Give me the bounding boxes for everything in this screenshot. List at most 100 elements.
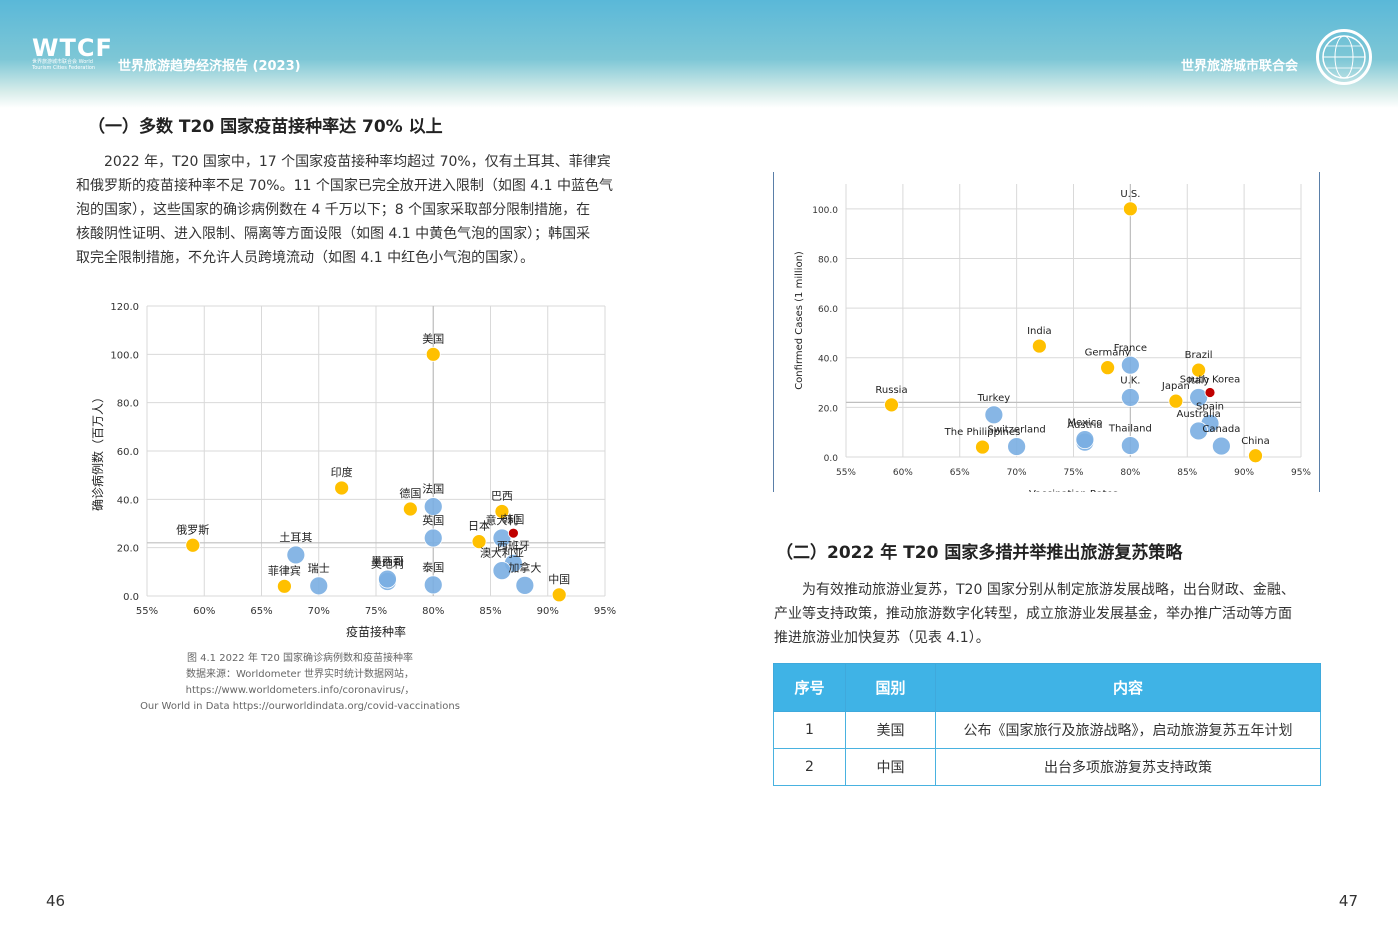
paragraph-line: 取完全限制措施，不允许人员跨境流动（如图 4.1 中红色小气泡的国家）。: [76, 250, 535, 266]
data-point: [309, 576, 329, 596]
data-point: [1204, 387, 1216, 398]
section-heading-recovery: （二）2022 年 T20 国家多措并举推出旅游复苏策略: [776, 543, 1183, 563]
caption-url-1: https://www.worldometers.info/coronaviru…: [185, 685, 415, 696]
data-point: [1007, 437, 1027, 456]
paragraph-line: 产业等支持政策，推动旅游数字化转型，成立旅游业发展基金，举办推广活动等方面: [774, 606, 1292, 622]
caption-url-2: Our World in Data https://ourworldindata…: [140, 701, 460, 712]
data-point-label: The Philippines: [944, 427, 1021, 438]
data-point-label: Australia: [1177, 409, 1221, 420]
y-tick-label: 20.0: [818, 404, 838, 414]
data-point-label: Japan: [1161, 381, 1190, 392]
y-tick-label: 80.0: [818, 255, 838, 265]
page-number-left: 46: [46, 892, 66, 910]
data-point-label: 澳大利亚: [480, 546, 524, 560]
globe-icon: [1316, 29, 1372, 85]
cell-country: 美国: [845, 711, 936, 749]
cell-content: 公布《国家旅行及旅游战略》，启动旅游复苏五年计划: [935, 711, 1321, 749]
data-point-label: 意大利: [485, 513, 518, 527]
data-point-label: Turkey: [977, 393, 1011, 404]
data-point-label: Austria: [1067, 420, 1102, 431]
y-tick-label: 60.0: [818, 305, 838, 315]
data-point-label: France: [1114, 343, 1147, 354]
data-point-label: 中国: [548, 573, 570, 586]
x-tick-label: 70%: [308, 606, 330, 617]
col-header-content: 内容: [935, 663, 1321, 712]
page-header: WTCF 世界旅游城市联合会 World Tourism Cities Fede…: [0, 0, 1398, 108]
vaccination-cases-chart-en: 55% 60% 65% 70% 75% 80% 85% 90% 95% 0.0 20.0 40.0 60…: [794, 184, 1311, 492]
data-point: [1120, 388, 1140, 407]
x-axis-label: Vaccination Rates: [1029, 489, 1118, 492]
data-point: [402, 501, 418, 517]
x-axis-label: 疫苗接种率: [346, 624, 406, 639]
data-point-label: 印度: [331, 465, 353, 479]
right-paragraph: 为有效推动旅游业复苏，T20 国家分别从制定旅游发展战略，出台财政、金融、 产业…: [774, 578, 1326, 650]
data-point: [334, 480, 350, 496]
data-point-label: 瑞士: [308, 561, 330, 575]
data-point: [286, 545, 306, 565]
paragraph-line: 和俄罗斯的疫苗接种率不足 70%。11 个国家已完全放开进入限制（如图 4.1 …: [76, 178, 613, 194]
x-tick-label: 85%: [1177, 468, 1197, 478]
federation-title: 世界旅游城市联合会: [1180, 59, 1298, 74]
x-tick-label: 60%: [893, 468, 913, 478]
x-tick-label: 80%: [422, 606, 444, 617]
data-point-label: India: [1027, 326, 1052, 337]
data-point: [507, 527, 519, 539]
x-tick-label: 90%: [537, 606, 559, 617]
paragraph-line: 为有效推动旅游业复苏，T20 国家分别从制定旅游发展战略，出台财政、金融、: [802, 582, 1295, 598]
data-point-label: Brazil: [1185, 350, 1213, 361]
data-point-label: 菲律宾: [268, 563, 301, 577]
data-point: [1248, 448, 1263, 464]
table-header-row: 序号 国别 内容: [773, 663, 1321, 712]
data-point: [1031, 338, 1047, 354]
left-paragraph: 2022 年，T20 国家中，17 个国家疫苗接种率均超过 70%，仅有土耳其、…: [76, 150, 628, 270]
report-title: 世界旅游趋势经济报告 (2023): [118, 59, 301, 74]
data-point: [492, 561, 512, 581]
x-tick-label: 65%: [250, 606, 272, 617]
data-point: [984, 405, 1004, 425]
y-tick-label: 20.0: [117, 544, 139, 555]
data-point: [1122, 201, 1138, 217]
wtcf-logo: WTCF: [32, 34, 113, 62]
page-number-right: 47: [1338, 892, 1358, 910]
data-point: [551, 587, 567, 603]
x-tick-label: 65%: [950, 468, 970, 478]
data-point-label: Italy: [1188, 375, 1210, 386]
data-point-label: Switzerland: [987, 425, 1045, 436]
data-point-label: Mexico: [1067, 418, 1102, 429]
data-point: [975, 439, 990, 455]
y-axis-label: 确诊病例数（百万人）: [90, 391, 105, 511]
cell-number: 2: [773, 748, 846, 786]
cell-number: 1: [773, 711, 846, 749]
data-point-label: U.S.: [1120, 189, 1140, 200]
data-point: [1211, 436, 1231, 456]
x-tick-label: 95%: [594, 606, 616, 617]
data-point-label: U.K.: [1120, 375, 1140, 386]
data-point: [1168, 393, 1184, 409]
data-point-label: 西班牙: [497, 539, 530, 552]
x-tick-label: 70%: [1007, 468, 1027, 478]
data-point: [471, 534, 487, 550]
data-point-label: 奥地利: [371, 557, 404, 571]
x-tick-label: 80%: [1120, 468, 1140, 478]
data-point: [1189, 421, 1209, 441]
data-point-label: 韩国: [502, 512, 524, 526]
y-tick-label: 0.0: [123, 592, 139, 603]
y-tick-label: 120.0: [110, 302, 139, 313]
y-tick-label: 80.0: [117, 399, 139, 410]
data-point: [276, 578, 292, 594]
x-tick-label: 95%: [1291, 468, 1311, 478]
data-point-label: Russia: [875, 385, 907, 396]
english-chart-frame: 55% 60% 65% 70% 75% 80% 85% 90% 95% 0.0 20.0 40.0 60…: [773, 172, 1320, 492]
x-tick-label: 85%: [479, 606, 501, 617]
col-header-number: 序号: [773, 663, 846, 712]
data-point-label: Canada: [1202, 424, 1240, 435]
data-point-label: 法国: [422, 482, 444, 496]
data-point-label: Germany: [1085, 348, 1131, 359]
section-heading-vaccination: （一）多数 T20 国家疫苗接种率达 70% 以上: [88, 117, 443, 137]
x-tick-label: 75%: [365, 606, 387, 617]
y-tick-label: 0.0: [824, 454, 839, 464]
wtcf-logo-subtitle: 世界旅游城市联合会 World Tourism Cities Federatio…: [32, 59, 96, 71]
col-header-country: 国别: [845, 663, 936, 712]
caption-source: 数据来源：Worldometer 世界实时统计数据网站，: [185, 669, 415, 680]
x-tick-label: 90%: [1234, 468, 1254, 478]
